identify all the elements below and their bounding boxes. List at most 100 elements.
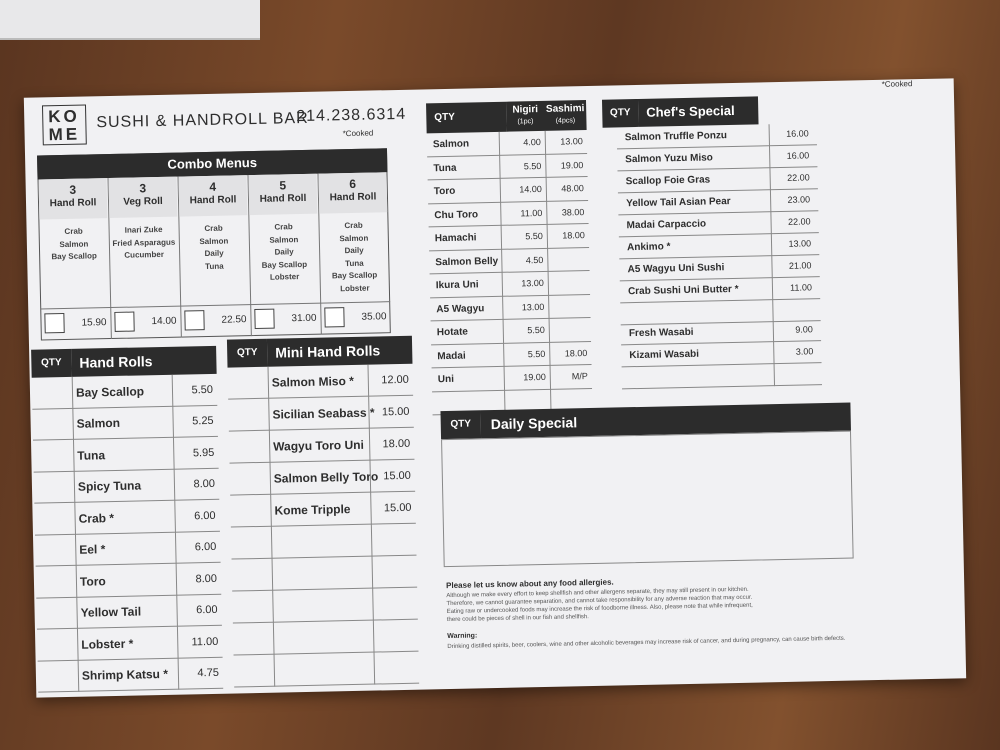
section-header: Mini Hand Rolls <box>266 335 413 367</box>
row-line <box>619 254 820 260</box>
item-name: Bay Scallop <box>75 384 145 400</box>
item-name: Sicilian Seabass * <box>272 405 375 422</box>
row-line <box>622 384 823 390</box>
warning-title: Warning: <box>447 632 478 641</box>
row-line <box>231 554 417 560</box>
item-name: Tuna <box>77 447 106 463</box>
qty-header: QTY <box>426 101 507 134</box>
combo-item: Daily <box>344 245 364 256</box>
item-name: Fresh Wasabi <box>628 326 694 340</box>
menu-paper: KO ME SUSHI & HANDROLL BAR 214.238.6314 *Coo… <box>23 78 967 698</box>
item-price: 23.00 <box>787 194 811 205</box>
row-line <box>230 522 416 528</box>
qty-checkbox <box>324 307 345 328</box>
item-price: 13.00 <box>788 238 812 249</box>
nigiri-price: 13.00 <box>521 277 544 289</box>
row-line <box>36 593 222 599</box>
row-line <box>620 298 821 304</box>
nigiri-price: 14.00 <box>519 183 542 195</box>
nigiri-price: 5.50 <box>527 324 545 336</box>
combo-price: 22.50 <box>221 314 247 326</box>
section-header: Hand Rolls <box>71 345 217 377</box>
row-line <box>432 387 593 392</box>
row-line <box>431 363 592 369</box>
sashimi-unit: (4pcs) <box>555 117 576 125</box>
combo-name: Veg Roll <box>123 195 163 208</box>
row-line <box>33 467 219 473</box>
item-name: Madai Carpaccio <box>626 218 707 232</box>
row-line <box>233 650 419 656</box>
row-line <box>35 561 221 567</box>
item-price: 22.00 <box>787 172 810 183</box>
item-price: 5.25 <box>192 415 214 428</box>
section-header: Chef's Special <box>637 96 759 127</box>
combo-price: 15.90 <box>81 317 107 329</box>
row-line <box>429 246 590 251</box>
item-price: 15.00 <box>381 405 410 419</box>
nigiri-label: Nigiri <box>512 104 539 116</box>
row-line <box>428 223 589 228</box>
item-name: Salmon Miso * <box>271 373 354 390</box>
qty-checkbox <box>114 311 135 332</box>
phone: 214.238.6314 <box>296 105 407 126</box>
combo-item: Crab <box>344 220 363 231</box>
item-name: Chu Toro <box>434 208 479 221</box>
item-price: 22.00 <box>787 216 811 227</box>
nigiri-price: 5.50 <box>523 160 542 171</box>
logo-text: ME <box>48 124 81 145</box>
combo-item: Salmon <box>339 233 369 243</box>
item-name: Salmon Yuzu Miso <box>625 152 713 166</box>
item-name: Wagyu Toro Uni <box>273 437 364 454</box>
item-price: 6.00 <box>194 509 216 523</box>
item-name: Toro <box>79 573 106 589</box>
row-line <box>618 232 819 238</box>
nigiri-price: 11.00 <box>520 207 543 218</box>
combo-name: Hand Roll <box>329 191 377 204</box>
item-name: Kome Tripple <box>274 502 351 518</box>
item-price: 16.00 <box>786 150 810 161</box>
combo-item: Tuna <box>344 258 364 268</box>
nigiri-price: 13.00 <box>521 301 545 312</box>
combo-item: Salmon <box>59 238 89 249</box>
combo-name: Hand Roll <box>259 192 307 205</box>
item-name: Toro <box>433 185 456 198</box>
item-name: Kizami Wasabi <box>629 348 700 362</box>
row-line <box>427 152 588 157</box>
row-line <box>230 490 416 496</box>
sashimi-price: 18.00 <box>562 230 585 241</box>
item-price: 9.00 <box>795 324 813 335</box>
item-name: A5 Wagyu <box>436 302 485 315</box>
combo-number: 6 <box>349 176 357 192</box>
item-price: 21.00 <box>788 260 812 271</box>
qty-checkbox <box>184 310 205 331</box>
row-line <box>32 435 218 441</box>
row-line <box>619 276 820 282</box>
row-line <box>429 269 590 275</box>
combo-item: Lobster <box>269 272 300 282</box>
row-line <box>617 166 818 172</box>
item-name: Salmon Belly <box>435 255 499 268</box>
item-name: Salmon Belly Toro <box>273 469 379 486</box>
combo-item: Daily <box>204 248 224 259</box>
background-sheet <box>0 0 260 40</box>
combo-name: Hand Roll <box>189 194 237 207</box>
combo-item: Bay Scallop <box>261 259 308 270</box>
row-line <box>34 498 220 504</box>
item-price: 18.00 <box>382 437 411 451</box>
row-line <box>32 404 218 410</box>
combo-item: Crab <box>64 226 83 236</box>
combo-item: Bay Scallop <box>51 251 97 262</box>
combo-number: 3 <box>69 182 77 197</box>
row-line <box>430 316 591 322</box>
row-line <box>232 586 418 592</box>
row-line <box>427 176 588 181</box>
item-name: Spicy Tuna <box>77 478 142 495</box>
combo-item: Tuna <box>205 261 224 271</box>
combo-name: Hand Roll <box>49 197 97 210</box>
nigiri-price: 19.00 <box>523 371 546 383</box>
item-name: Crab Sushi Uni Butter * <box>627 283 739 298</box>
item-name: Ankimo * <box>626 241 671 254</box>
item-price: 15.00 <box>383 501 412 515</box>
item-name: Scallop Foie Gras <box>625 174 711 188</box>
qty-header: QTY <box>31 348 72 378</box>
